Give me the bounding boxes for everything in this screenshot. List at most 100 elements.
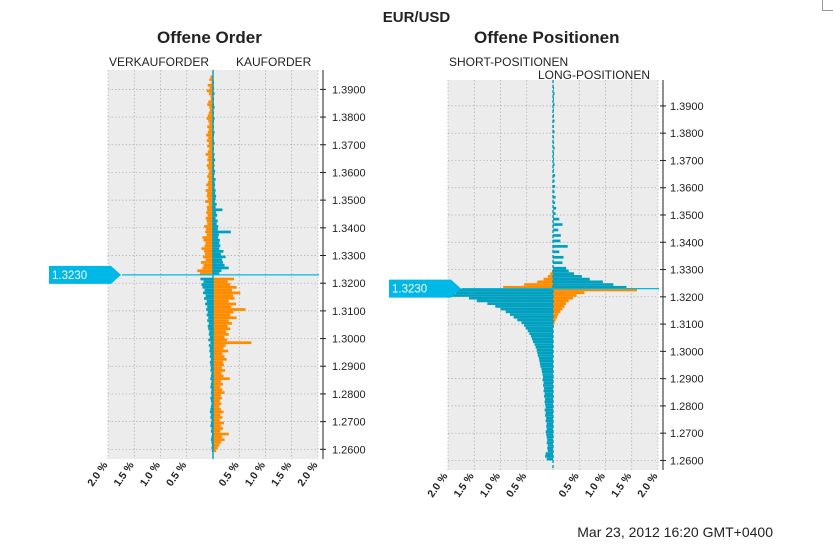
- bar-left: [546, 427, 553, 431]
- bar-left: [201, 247, 213, 250]
- bar-left: [211, 388, 213, 392]
- bar-left: [505, 310, 553, 314]
- bar-right: [213, 429, 221, 433]
- bar-left: [207, 130, 213, 134]
- x-tick-label: 2.0 %: [425, 470, 451, 499]
- bar-right: [213, 227, 218, 231]
- bar-left: [210, 357, 213, 361]
- bar-right: [213, 225, 219, 228]
- bar-right: [213, 341, 252, 345]
- bar-left: [207, 166, 213, 170]
- bar-left: [476, 299, 553, 303]
- bar-right: [553, 103, 555, 106]
- bar-left: [211, 402, 213, 405]
- y-tick-label: 1.3400: [670, 237, 704, 249]
- bar-left: [517, 318, 553, 322]
- bar-left: [205, 189, 213, 192]
- bar-left: [205, 200, 213, 203]
- bar-left: [509, 313, 553, 316]
- bar-left: [211, 435, 213, 439]
- bar-right: [213, 310, 234, 314]
- bar-right: [213, 216, 216, 220]
- bar-right: [553, 206, 557, 210]
- bar-left: [209, 349, 213, 353]
- y-tick-label: 1.3700: [670, 155, 704, 167]
- bar-left: [532, 337, 553, 341]
- bar-left: [545, 397, 553, 401]
- bar-left: [210, 363, 213, 367]
- bar-left: [207, 180, 213, 184]
- y-tick-label: 1.3000: [332, 334, 366, 346]
- bar-right: [213, 388, 223, 392]
- bar-right: [213, 247, 220, 250]
- bar-right: [553, 223, 563, 226]
- bar-right: [213, 263, 225, 267]
- bar-left: [204, 297, 213, 300]
- bar-left: [209, 360, 213, 364]
- bar-left: [539, 362, 553, 365]
- bar-left: [210, 416, 213, 419]
- bar-left: [546, 422, 553, 425]
- bar-right: [213, 230, 231, 234]
- bar-right: [213, 369, 226, 372]
- bar-right: [553, 318, 556, 322]
- bar-right: [213, 435, 222, 439]
- bar-left: [206, 133, 213, 137]
- x-tick-label: 2.0 %: [635, 470, 661, 499]
- bar-right: [213, 432, 229, 436]
- bar-left: [546, 435, 553, 439]
- bar-left: [210, 396, 213, 400]
- bar-right: [213, 385, 221, 389]
- bar-right: [213, 302, 237, 306]
- y-tick-label: 1.2700: [332, 417, 366, 429]
- bar-right: [213, 200, 216, 203]
- bar-left: [208, 321, 213, 325]
- bar-right: [553, 190, 555, 194]
- bar-left: [545, 403, 553, 406]
- bar-right: [553, 228, 559, 232]
- bar-left: [209, 106, 213, 109]
- bar-left: [210, 413, 213, 417]
- bar-left: [207, 150, 213, 154]
- bar-left: [209, 86, 213, 90]
- bar-left: [205, 294, 213, 298]
- bar-left: [207, 144, 213, 148]
- bar-right: [213, 324, 228, 328]
- bar-right: [213, 410, 224, 414]
- bar-left: [210, 94, 213, 98]
- x-tick-label: 0.5 %: [164, 459, 190, 488]
- bar-right: [213, 283, 231, 286]
- bar-left: [204, 225, 213, 228]
- bar-left: [207, 197, 213, 201]
- bar-right: [213, 330, 227, 333]
- y-tick-label: 1.3200: [332, 278, 366, 290]
- bar-right: [213, 393, 221, 397]
- x-tick-label: 0.5 %: [216, 459, 242, 488]
- y-tick-label: 1.3500: [670, 210, 704, 222]
- bar-left: [207, 191, 213, 195]
- bar-right: [213, 241, 220, 245]
- bar-right: [213, 399, 220, 403]
- y-tick-label: 1.3800: [670, 128, 704, 140]
- bar-left: [547, 446, 553, 450]
- bar-left: [527, 329, 553, 333]
- bar-left: [210, 429, 213, 433]
- x-tick-label: 1.0 %: [583, 470, 609, 499]
- bar-right: [553, 310, 561, 314]
- bar-right: [213, 172, 215, 176]
- bar-left: [534, 343, 553, 346]
- bar-right: [553, 255, 564, 259]
- bar-right: [213, 238, 220, 242]
- bar-right: [213, 316, 237, 320]
- bar-right: [213, 327, 231, 331]
- current-price-marker: [49, 265, 121, 284]
- bar-left: [208, 161, 213, 165]
- bar-right: [553, 86, 555, 90]
- bar-left: [209, 78, 213, 82]
- bar-left: [207, 158, 213, 162]
- bar-right: [213, 178, 216, 181]
- bar-right: [213, 258, 222, 262]
- x-tick-label: 1.5 %: [609, 470, 635, 499]
- bar-left: [550, 272, 553, 275]
- bar-right: [213, 366, 222, 369]
